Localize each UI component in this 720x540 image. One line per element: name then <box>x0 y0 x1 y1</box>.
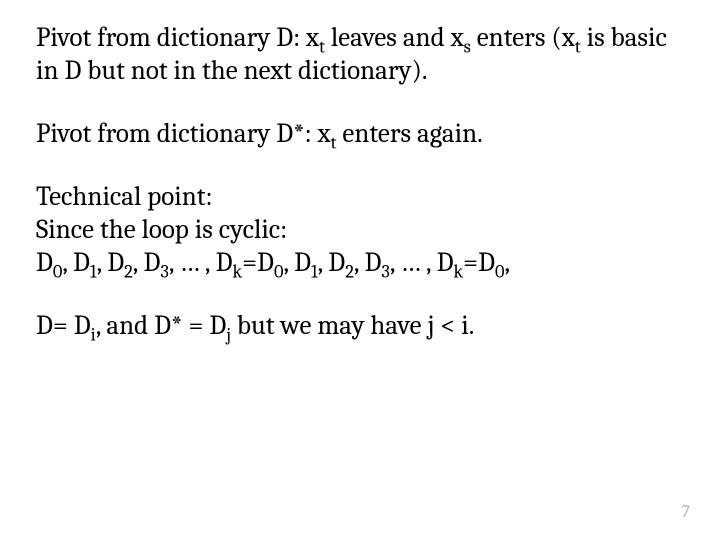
paragraph-3: Technical point: Since the loop is cycli… <box>36 181 680 280</box>
text: , and D* = D <box>96 310 227 341</box>
text: D <box>36 247 53 278</box>
paragraph-2: Pivot from dictionary D*: xt enters agai… <box>36 118 680 151</box>
text: , D <box>133 247 161 278</box>
text: Pivot from dictionary D: x <box>36 22 319 53</box>
text: leaves and x <box>325 22 464 53</box>
subscript-1: 1 <box>311 260 318 282</box>
subscript-3: 3 <box>160 260 168 282</box>
paragraph-1: Pivot from dictionary D: xt leaves and x… <box>36 22 680 88</box>
text: =D <box>463 247 495 278</box>
text: Since the loop is cyclic: <box>36 214 287 245</box>
text: , D <box>283 247 311 278</box>
subscript-1: 1 <box>90 260 97 282</box>
text: , D <box>354 247 382 278</box>
subscript-s: s <box>464 35 471 57</box>
text: , D <box>62 247 90 278</box>
paragraph-4: D= Di, and D* = Dj but we may have j < i… <box>36 310 680 343</box>
subscript-2: 2 <box>124 260 133 282</box>
subscript-k: k <box>454 260 464 282</box>
subscript-0: 0 <box>274 260 284 282</box>
text: , <box>505 247 511 278</box>
text: Pivot from dictionary D*: x <box>36 118 331 149</box>
text: enters (x <box>471 22 575 53</box>
subscript-0: 0 <box>495 260 505 282</box>
text: , … , D <box>169 247 233 278</box>
text: Technical point: <box>36 181 213 212</box>
subscript-0: 0 <box>53 260 63 282</box>
text: D= D <box>36 310 91 341</box>
text: , D <box>97 247 125 278</box>
text: , … , D <box>390 247 454 278</box>
subscript-2: 2 <box>345 260 354 282</box>
subscript-3: 3 <box>381 260 389 282</box>
slide: Pivot from dictionary D: xt leaves and x… <box>0 0 720 540</box>
text: , D <box>318 247 346 278</box>
subscript-k: k <box>232 260 242 282</box>
text: enters again. <box>336 118 482 149</box>
text: =D <box>242 247 274 278</box>
page-number: 7 <box>681 501 690 522</box>
text: but we may have j < i. <box>231 310 474 341</box>
